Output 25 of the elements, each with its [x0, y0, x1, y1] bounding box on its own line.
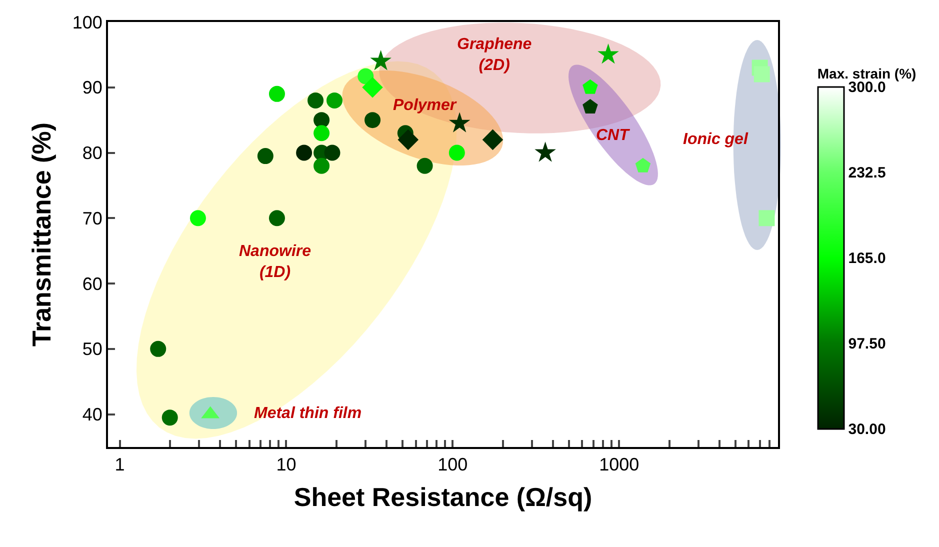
x-tick-label: 1 — [114, 454, 125, 475]
annotation: Graphene (2D) — [457, 36, 532, 74]
color-bar-label: 97.50 — [848, 336, 886, 352]
y-tick-label: 60 — [82, 274, 102, 294]
x-tick-label: 100 — [438, 454, 468, 475]
annotation: Nanowire (1D) — [239, 243, 312, 281]
y-tick-label: 100 — [72, 12, 102, 32]
color-bar-title: Max. strain (%) — [817, 66, 916, 82]
annotation: Metal thin film — [254, 405, 362, 422]
x-tick-label: 1000 — [599, 454, 640, 475]
x-tick-label: 10 — [276, 454, 296, 475]
x-axis-title: Sheet Resistance (Ω/sq) — [294, 482, 592, 512]
color-bar-label: 232.5 — [848, 164, 886, 182]
annotation: CNT — [596, 127, 630, 144]
y-tick-label: 80 — [82, 143, 102, 164]
y-axis-title: Transmittance (%) — [26, 122, 56, 346]
annotation: Ionic gel — [683, 131, 748, 148]
color-bar-label: 300.0 — [848, 79, 886, 96]
y-tick-label: 50 — [82, 339, 102, 360]
y-tick-label: 90 — [82, 78, 102, 98]
y-tick-label: 70 — [82, 208, 102, 228]
color-bar-label: 165.0 — [848, 250, 886, 267]
y-tick-label: 40 — [82, 404, 102, 425]
annotation: Polymer — [393, 97, 457, 114]
color-bar-label: 30.00 — [848, 421, 886, 438]
